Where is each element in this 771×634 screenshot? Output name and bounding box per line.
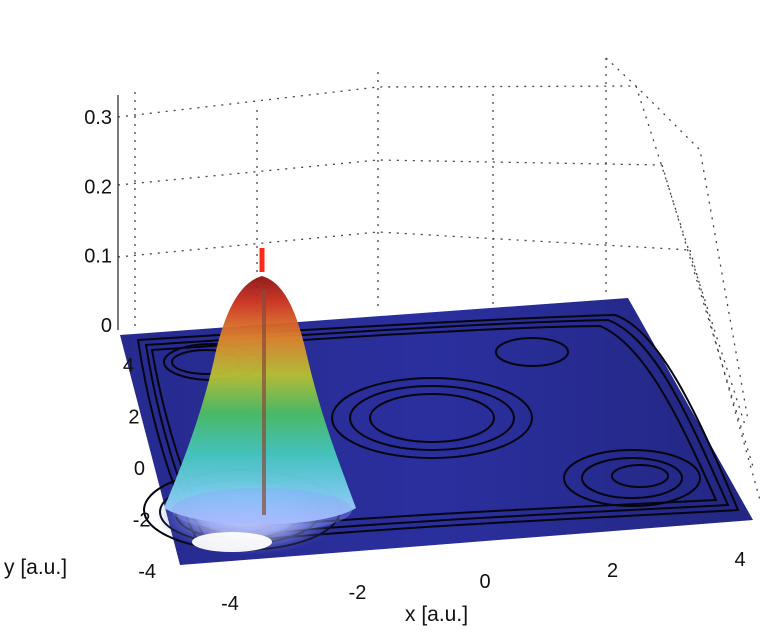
x-tick-3: 2 [607, 560, 618, 582]
x-tick-labels: -4 -2 0 2 4 [221, 549, 745, 615]
y-tick-2: 0 [134, 458, 145, 480]
y-axis-label: y [a.u.] [4, 556, 67, 579]
x-tick-0: -4 [221, 593, 239, 615]
x-tick-1: -2 [349, 582, 367, 604]
z-tick-2: 0.2 [84, 176, 112, 198]
z-tick-3: 0.3 [84, 107, 112, 129]
x-axis-label: x [a.u.] [405, 603, 468, 626]
y-tick-3: 2 [128, 407, 139, 429]
x-tick-4: 4 [734, 549, 745, 571]
z-tick-labels: 0 0.1 0.2 0.3 [84, 107, 112, 337]
y-tick-4: 4 [123, 355, 134, 377]
x-tick-2: 0 [479, 571, 490, 593]
z-tick-1: 0.1 [84, 246, 112, 268]
surface-spike [259, 248, 266, 515]
z-tick-0: 0 [101, 315, 112, 337]
y-tick-0: -4 [138, 561, 156, 583]
y-tick-1: -2 [133, 510, 151, 532]
y-tick-labels: -4 -2 0 2 4 [123, 355, 156, 583]
grid-lines [117, 57, 761, 501]
